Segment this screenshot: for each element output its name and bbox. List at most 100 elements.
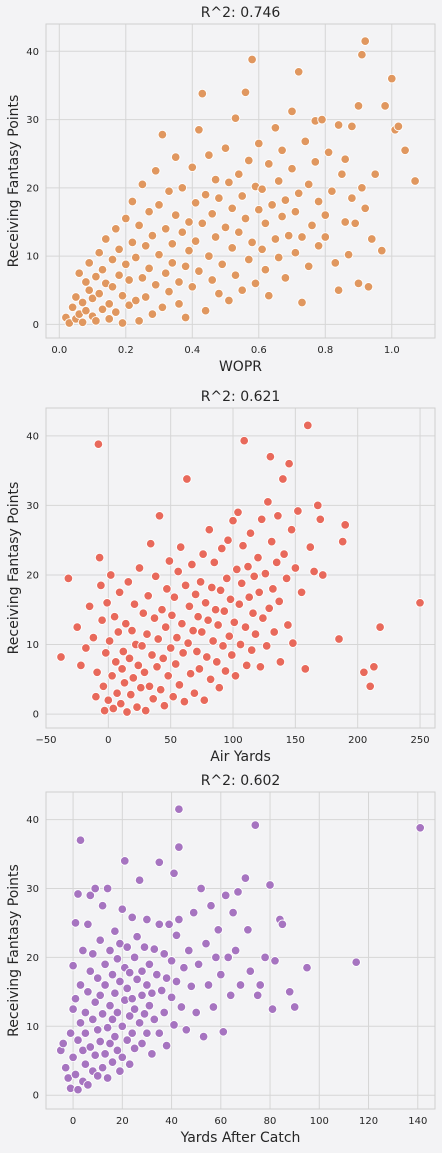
scatter-point xyxy=(93,439,104,449)
scatter-point xyxy=(134,316,144,326)
scatter-point xyxy=(132,974,142,985)
x-tick-label: 0.8 xyxy=(317,345,333,356)
scatter-point xyxy=(215,585,226,596)
scatter-point xyxy=(212,657,222,667)
scatter-point xyxy=(117,1052,128,1063)
scatter-point xyxy=(124,653,135,664)
scatter-point xyxy=(118,646,129,657)
scatter-point xyxy=(152,662,162,672)
scatter-point xyxy=(90,997,100,1007)
scatter-point xyxy=(194,664,205,674)
x-axis-label: WOPR xyxy=(219,359,262,375)
scatter-point xyxy=(187,559,197,570)
scatter-point xyxy=(240,213,251,224)
scatter-point xyxy=(203,980,214,990)
scatter-point xyxy=(75,1018,86,1028)
scatter-point xyxy=(334,634,344,644)
scatter-point xyxy=(224,295,234,306)
scatter-point xyxy=(84,601,95,612)
scatter-point xyxy=(83,919,93,930)
scatter-point xyxy=(179,962,189,973)
scatter-point xyxy=(149,1014,160,1025)
scatter-point xyxy=(127,912,137,923)
scatter-point xyxy=(115,976,125,987)
scatter-point xyxy=(157,604,167,615)
scatter-point xyxy=(255,662,266,672)
scatter-point xyxy=(244,254,254,265)
x-tick-label: 0.0 xyxy=(51,345,67,356)
scatter-point xyxy=(249,571,259,582)
scatter-point xyxy=(109,611,120,622)
scatter-point xyxy=(191,1007,201,1018)
scatter-point xyxy=(254,587,264,598)
scatter-point xyxy=(340,154,350,164)
scatter-point xyxy=(170,659,181,669)
scatter-point xyxy=(246,645,257,655)
scatter-point xyxy=(280,273,291,283)
scatter-point xyxy=(68,1004,78,1014)
scatter-point xyxy=(197,88,208,99)
scatter-point xyxy=(134,563,145,573)
scatter-point xyxy=(97,1062,108,1073)
scatter-point xyxy=(81,643,91,653)
scatter-point xyxy=(303,179,314,190)
scatter-point xyxy=(112,1045,123,1056)
scatter-point xyxy=(190,236,201,246)
scatter-point xyxy=(197,627,207,637)
scatter-point xyxy=(228,515,238,526)
scatter-point xyxy=(110,926,120,936)
scatter-point xyxy=(180,312,191,323)
scatter-point xyxy=(353,278,364,289)
scatter-point xyxy=(227,203,237,214)
x-tick-label: 1.0 xyxy=(384,345,400,356)
scatter-point xyxy=(142,1028,152,1038)
scatter-point xyxy=(343,249,354,260)
scatter-point xyxy=(97,900,108,911)
scatter-point xyxy=(230,113,241,123)
scatter-point xyxy=(105,1000,115,1011)
scatter-point xyxy=(351,957,361,967)
scatter-point xyxy=(115,1066,125,1076)
scatter-point xyxy=(230,945,241,956)
scatter-point xyxy=(247,237,257,248)
scatter-point xyxy=(347,121,357,132)
scatter-point xyxy=(112,688,122,698)
scatter-point xyxy=(210,604,221,615)
scatter-point xyxy=(164,186,174,196)
scatter-point xyxy=(207,582,217,593)
scatter-point xyxy=(290,206,301,217)
scatter-point xyxy=(400,145,410,156)
scatter-point xyxy=(180,261,191,272)
scatter-point xyxy=(260,568,271,579)
scatter-point xyxy=(117,664,127,674)
scatter-point xyxy=(320,232,331,242)
scatter-point xyxy=(290,247,301,258)
scatter-point xyxy=(220,143,231,153)
scatter-point xyxy=(174,804,184,814)
chart-3: 0 20 40 60 80 100 120 140 0 10 20 30 40 R^2: 0.602 Yar… xyxy=(6,773,436,1146)
scatter-point xyxy=(283,620,293,630)
scatter-point xyxy=(124,967,135,978)
scatter-point xyxy=(111,657,121,667)
scatter-point xyxy=(83,987,93,997)
scatter-point xyxy=(284,458,294,469)
scatter-point xyxy=(170,210,181,220)
scatter-point xyxy=(240,873,251,883)
scatter-point xyxy=(174,277,184,287)
scatter-point xyxy=(290,563,301,573)
scatter-point xyxy=(323,147,334,158)
scatter-point xyxy=(222,573,232,584)
scatter-point xyxy=(229,617,240,628)
scatter-point xyxy=(127,1028,137,1038)
scatter-point xyxy=(133,660,144,671)
scatter-point xyxy=(103,695,114,705)
scatter-point xyxy=(236,578,247,589)
scatter-series xyxy=(61,36,420,328)
scatter-point xyxy=(144,263,154,274)
scatter-point xyxy=(107,671,117,681)
scatter-point xyxy=(220,666,231,676)
scatter-point xyxy=(145,538,156,549)
scatter-point xyxy=(305,542,316,552)
scatter-point xyxy=(360,203,370,214)
scatter-point xyxy=(237,285,247,295)
